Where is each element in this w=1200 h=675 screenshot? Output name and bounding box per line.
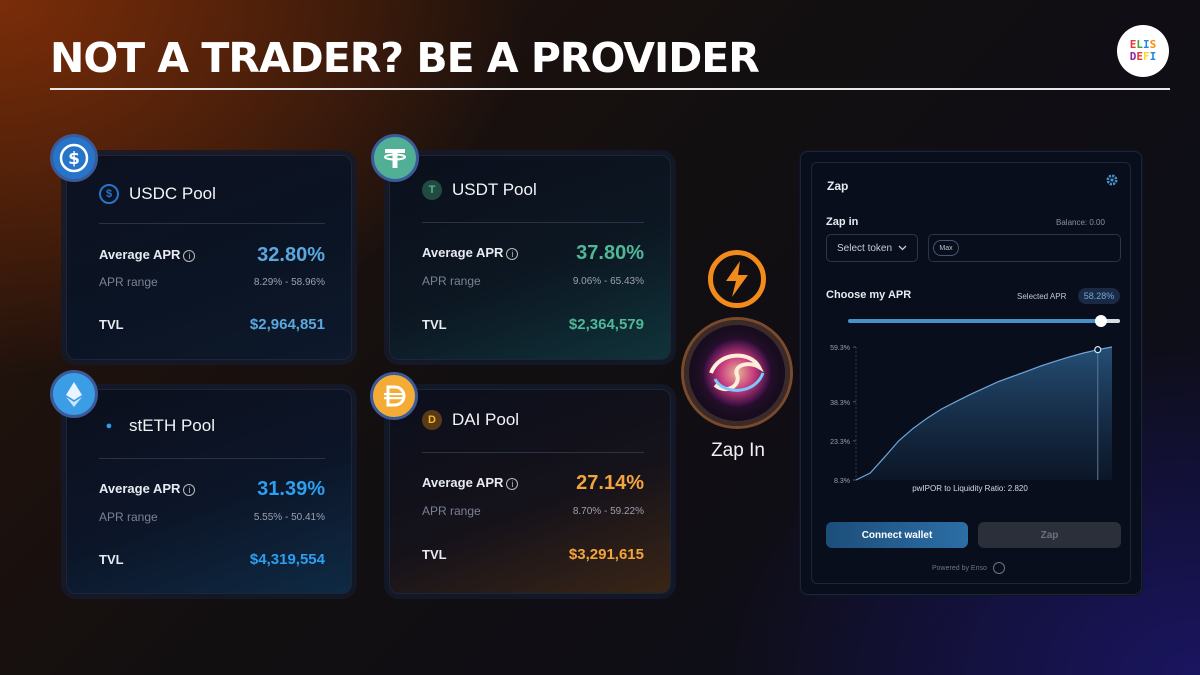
apr-range-label: APR range bbox=[99, 510, 158, 524]
tvl-label: TVL bbox=[99, 552, 124, 567]
zap-in-heading: Zap in bbox=[826, 216, 859, 228]
usdc-pool-card[interactable]: $ USDC Pool Average APR i 32.80% APR rang… bbox=[66, 155, 352, 360]
apr-range-value: 8.29% - 58.96% bbox=[253, 277, 325, 288]
steth-pool-card[interactable]: ● stETH Pool Average APR i 31.39% APR ran… bbox=[66, 389, 352, 594]
y-tick-label: 59.3% bbox=[830, 345, 850, 352]
info-icon: i bbox=[183, 484, 196, 496]
select-token-label: Select token bbox=[837, 242, 893, 254]
powered-by: Powered by Enso bbox=[932, 562, 1005, 574]
steth-coin-icon bbox=[50, 370, 98, 418]
balance-text: Balance: 0.00 bbox=[1056, 218, 1105, 227]
zap-in-label: Zap In bbox=[711, 440, 765, 461]
average-apr-label: Average APR i bbox=[422, 245, 519, 260]
max-button[interactable]: Max bbox=[933, 240, 959, 256]
apr-slider-track[interactable] bbox=[848, 319, 1101, 323]
average-apr-value: 27.14% bbox=[576, 472, 644, 494]
average-apr-value: 32.80% bbox=[257, 244, 325, 266]
tvl-value: $4,319,554 bbox=[249, 551, 325, 568]
dai-small-icon: D bbox=[422, 410, 442, 430]
apr-curve-chart: 59.3% 38.3% 23.3% 8.3% bbox=[830, 345, 1113, 485]
page-headline: NOT A TRADER? BE A PROVIDER bbox=[50, 34, 760, 82]
apr-range-label: APR range bbox=[99, 275, 158, 289]
selected-point bbox=[1094, 346, 1102, 354]
tether-small-icon: T bbox=[422, 180, 442, 200]
y-tick-label: 38.3% bbox=[830, 400, 850, 407]
dai-coin-icon bbox=[370, 372, 418, 420]
zap-button[interactable]: Zap bbox=[978, 522, 1121, 548]
gear-icon[interactable] bbox=[1105, 173, 1119, 187]
lightning-bolt-icon bbox=[708, 250, 766, 308]
average-apr-label: Average APR i bbox=[99, 247, 196, 262]
pool-title: USDC Pool bbox=[129, 184, 216, 203]
ratio-text: pwIPOR to Liquidity Ratio: 2.820 bbox=[912, 484, 1028, 493]
tvl-label: TVL bbox=[422, 547, 447, 562]
dai-pool-card[interactable]: D DAI Pool Average APR i 27.14% APR range… bbox=[389, 389, 671, 594]
zap-panel-title: Zap bbox=[827, 179, 849, 193]
y-tick-label: 23.3% bbox=[830, 439, 850, 446]
info-icon: i bbox=[183, 250, 196, 262]
y-tick-label: 8.3% bbox=[834, 478, 850, 485]
apr-series-line bbox=[855, 346, 1113, 481]
selected-apr-label: Selected APR bbox=[1017, 292, 1067, 301]
headline-divider bbox=[50, 88, 1170, 90]
apr-range-value: 5.55% - 50.41% bbox=[253, 512, 325, 523]
enso-logo-icon bbox=[992, 562, 1005, 574]
tvl-value: $3,291,615 bbox=[568, 546, 644, 563]
chevron-down-icon bbox=[898, 245, 907, 251]
apr-range-value: 9.06% - 65.43% bbox=[572, 276, 644, 287]
pool-title: DAI Pool bbox=[452, 410, 520, 429]
average-apr-label: Average APR i bbox=[422, 475, 519, 490]
powered-by-text: Powered by Enso bbox=[932, 564, 987, 572]
connect-wallet-button[interactable]: Connect wallet bbox=[826, 522, 968, 548]
pool-title: stETH Pool bbox=[129, 416, 215, 435]
select-token-dropdown[interactable]: Select token bbox=[826, 234, 918, 262]
elis-defi-logo: ELIS DEFI bbox=[1117, 25, 1169, 77]
apr-area bbox=[856, 347, 1112, 480]
usdc-coin-icon: $ bbox=[50, 134, 98, 182]
choose-apr-label: Choose my APR bbox=[826, 289, 912, 301]
tether-coin-icon bbox=[371, 134, 419, 182]
usdt-pool-card[interactable]: T USDT Pool Average APR i 37.80% APR rang… bbox=[389, 155, 671, 360]
apr-range-label: APR range bbox=[422, 274, 481, 288]
usdc-small-icon: $ bbox=[99, 184, 119, 204]
average-apr-label: Average APR i bbox=[99, 481, 196, 496]
selected-apr-badge: 58.28% bbox=[1078, 288, 1120, 304]
apr-range-label: APR range bbox=[422, 504, 481, 518]
svg-text:$: $ bbox=[68, 149, 80, 169]
apr-range-value: 8.70% - 59.22% bbox=[572, 506, 644, 517]
steth-small-icon: ● bbox=[105, 420, 113, 432]
amount-input[interactable] bbox=[928, 234, 1121, 262]
info-icon: i bbox=[506, 248, 519, 260]
enso-orb-icon bbox=[684, 320, 790, 426]
tvl-value: $2,364,579 bbox=[568, 316, 644, 333]
average-apr-value: 31.39% bbox=[257, 478, 325, 500]
average-apr-value: 37.80% bbox=[576, 242, 644, 264]
pool-title: USDT Pool bbox=[452, 180, 537, 199]
info-icon: i bbox=[506, 478, 519, 490]
tvl-label: TVL bbox=[99, 317, 124, 332]
apr-slider-rest[interactable] bbox=[1100, 319, 1120, 323]
apr-slider-thumb[interactable] bbox=[1094, 315, 1107, 327]
tvl-label: TVL bbox=[422, 317, 447, 332]
tvl-value: $2,964,851 bbox=[249, 316, 325, 333]
